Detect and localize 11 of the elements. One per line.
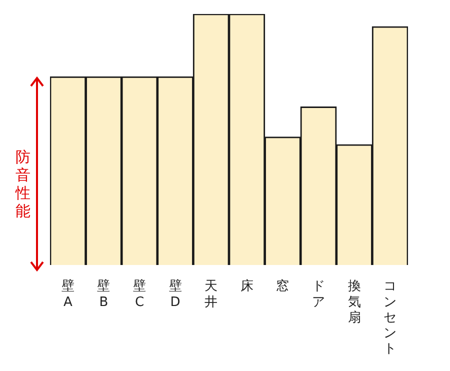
y-axis-title: 防音性能 bbox=[14, 148, 32, 220]
x-tick-label: 換気扇 bbox=[348, 279, 361, 326]
x-tick-label: 壁B bbox=[97, 279, 110, 310]
x-tick-label: 窓 bbox=[276, 278, 290, 294]
x-tick-label: 床 bbox=[240, 279, 254, 294]
x-tick-label: ドア bbox=[312, 279, 325, 310]
x-tick-label: 天井 bbox=[204, 279, 218, 310]
x-tick-label: コンセント bbox=[384, 279, 397, 357]
x-tick-label: 壁A bbox=[61, 279, 74, 310]
x-tick-label: 壁D bbox=[168, 279, 182, 310]
x-tick-label: 壁C bbox=[133, 279, 146, 310]
